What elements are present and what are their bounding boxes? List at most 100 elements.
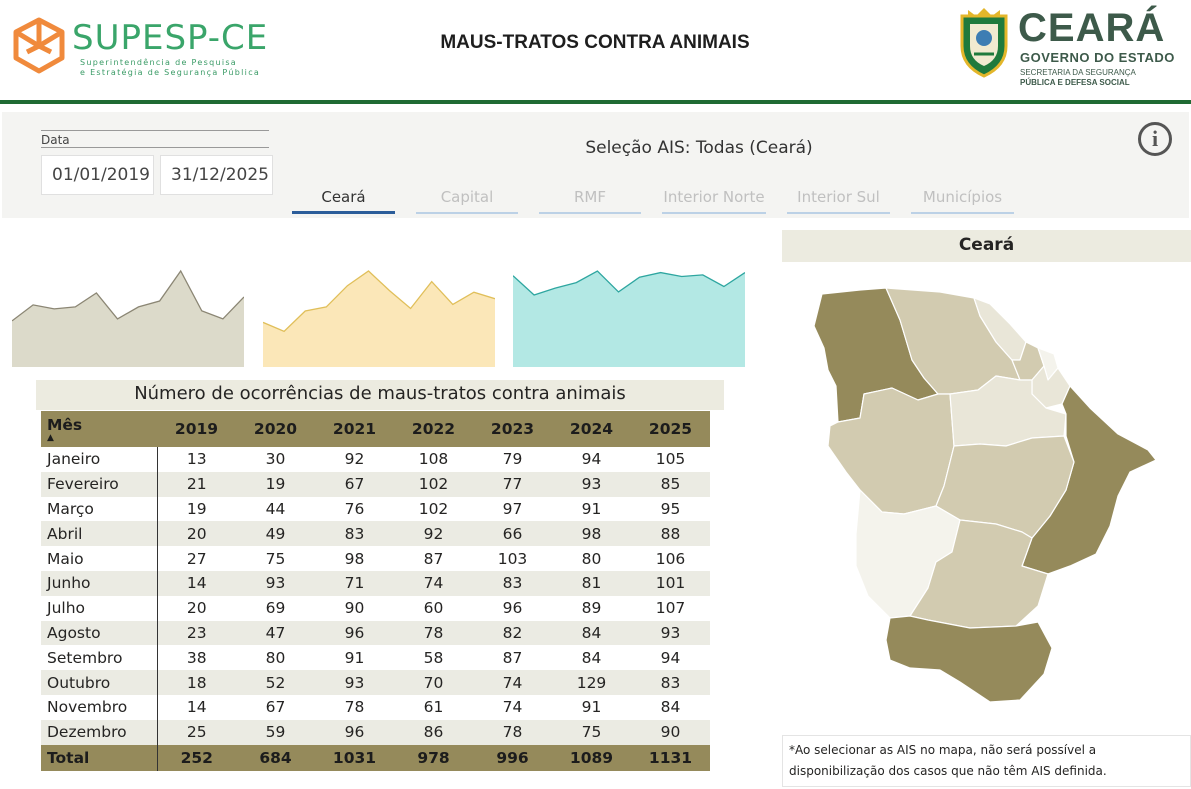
value-cell: 30 — [265, 450, 286, 469]
column-header-2021[interactable]: 2021 — [315, 411, 394, 447]
ceara-coat-of-arms-icon — [960, 8, 1008, 78]
supesp-subtitle-line-1: Superintendência de Pesquisa — [80, 58, 238, 67]
value-cell: 52 — [236, 670, 315, 695]
column-header-2022[interactable]: 2022 — [394, 411, 473, 447]
gov-logo-secretariat-line-2: PÚBLICA E DEFESA SOCIAL — [1020, 78, 1130, 87]
total-cell: 684 — [236, 744, 315, 771]
column-header-label: Mês — [47, 416, 83, 434]
table-row: Março 19 44 76 102 97 91 95 — [41, 496, 710, 522]
value-cell: 75 — [552, 719, 631, 745]
month-cell: Dezembro — [41, 719, 158, 745]
map-region-east-coast[interactable] — [1021, 385, 1157, 575]
total-label: Total — [41, 744, 158, 771]
sparkline-chart-3 — [513, 270, 745, 367]
value-cell: 27 — [186, 549, 207, 568]
value-cell: 70 — [394, 670, 473, 695]
value-cell: 58 — [423, 648, 444, 667]
value-cell: 101 — [631, 570, 710, 596]
total-cell: 978 — [394, 744, 473, 771]
value-cell: 20 — [157, 521, 236, 547]
table-row: Novembro 14 67 78 61 74 91 84 — [41, 694, 710, 720]
total-cell: 1089 — [552, 744, 631, 771]
total-cell: 996 — [473, 744, 552, 771]
supesp-logo: SUPESP-CE Superintendência de Pesquisa e… — [12, 12, 272, 82]
tab-capital[interactable]: Capital — [416, 188, 518, 214]
value-cell: 60 — [423, 599, 444, 618]
value-cell: 82 — [473, 620, 552, 646]
ceara-ais-map — [813, 287, 1157, 703]
value-cell: 95 — [660, 499, 681, 518]
table-row: Outubro 18 52 93 70 74 129 83 — [41, 670, 710, 695]
map-title: Ceará — [782, 230, 1191, 262]
value-cell: 93 — [631, 620, 710, 646]
column-header-mes[interactable]: Mês ▲ — [41, 411, 157, 447]
sparkline-chart-2 — [263, 270, 495, 367]
value-cell: 93 — [315, 670, 394, 695]
date-end-input[interactable]: 31/12/2025 — [160, 155, 273, 195]
column-header-2024[interactable]: 2024 — [552, 411, 631, 447]
value-cell: 21 — [157, 471, 236, 497]
value-cell: 97 — [502, 499, 523, 518]
table-row: Abril 20 49 83 92 66 98 88 — [41, 521, 710, 547]
value-cell: 91 — [581, 499, 602, 518]
month-cell: Setembro — [41, 645, 158, 671]
value-cell: 129 — [552, 670, 631, 695]
occurrences-table: Mês ▲ 2019 2020 2021 2022 2023 2024 2025 … — [41, 411, 710, 771]
value-cell: 105 — [655, 450, 686, 469]
value-cell: 75 — [265, 549, 286, 568]
value-cell: 88 — [631, 521, 710, 547]
value-cell: 87 — [502, 648, 523, 667]
value-cell: 14 — [157, 570, 236, 596]
value-cell: 98 — [552, 521, 631, 547]
table-row: Julho 20 69 90 60 96 89 107 — [41, 595, 710, 621]
value-cell: 96 — [502, 599, 523, 618]
supesp-logo-subtitle: Superintendência de Pesquisa e Estratégi… — [80, 58, 260, 78]
value-cell: 91 — [344, 648, 365, 667]
gov-logo-secretariat-line-1: SECRETARIA DA SEGURANÇA — [1020, 68, 1136, 77]
value-cell: 78 — [394, 620, 473, 646]
page-title: MAUS-TRATOS CONTRA ANIMAIS — [440, 32, 750, 53]
tab-municipios[interactable]: Municípios — [911, 188, 1014, 214]
month-cell: Julho — [41, 595, 158, 621]
ais-selection-text: Seleção AIS: Todas (Ceará) — [585, 138, 813, 158]
value-cell: 93 — [552, 471, 631, 497]
column-header-2025[interactable]: 2025 — [631, 411, 710, 447]
table-total-row: Total 252 684 1031 978 996 1089 1131 — [41, 744, 710, 771]
table-row: Dezembro 25 59 96 86 78 75 90 — [41, 719, 710, 745]
value-cell: 19 — [186, 499, 207, 518]
value-cell: 74 — [473, 670, 552, 695]
value-cell: 25 — [157, 719, 236, 745]
column-header-2023[interactable]: 2023 — [473, 411, 552, 447]
value-cell: 81 — [552, 570, 631, 596]
map-footnote: *Ao selecionar as AIS no mapa, não será … — [782, 735, 1191, 787]
value-cell: 14 — [186, 698, 207, 717]
value-cell: 49 — [236, 521, 315, 547]
info-icon[interactable]: i — [1138, 122, 1172, 156]
tab-interior-norte[interactable]: Interior Norte — [662, 188, 766, 214]
month-cell: Novembro — [41, 694, 158, 720]
value-cell: 92 — [394, 521, 473, 547]
table-row: Agosto 23 47 96 78 82 84 93 — [41, 620, 710, 646]
value-cell: 107 — [655, 599, 686, 618]
column-header-2020[interactable]: 2020 — [236, 411, 315, 447]
column-header-2019[interactable]: 2019 — [157, 411, 236, 447]
value-cell: 102 — [394, 471, 473, 497]
tab-interior-sul[interactable]: Interior Sul — [787, 188, 890, 214]
supesp-cube-icon — [13, 17, 65, 74]
sparkline-area — [263, 271, 495, 367]
table-row: Junho 14 93 71 74 83 81 101 — [41, 570, 710, 596]
table-header-row: Mês ▲ 2019 2020 2021 2022 2023 2024 2025 — [41, 411, 710, 447]
total-cell: 1131 — [631, 744, 710, 771]
value-cell: 19 — [236, 471, 315, 497]
tab-ceara[interactable]: Ceará — [292, 188, 395, 214]
sparkline-chart-1 — [12, 269, 244, 367]
sparkline-line — [12, 269, 244, 322]
value-cell: 79 — [502, 450, 523, 469]
date-start-input[interactable]: 01/01/2019 — [41, 155, 154, 195]
value-cell: 59 — [236, 719, 315, 745]
value-cell: 38 — [186, 648, 207, 667]
tab-rmf[interactable]: RMF — [539, 188, 641, 214]
value-cell: 84 — [660, 698, 681, 717]
map-region-cariri[interactable] — [885, 615, 1053, 703]
